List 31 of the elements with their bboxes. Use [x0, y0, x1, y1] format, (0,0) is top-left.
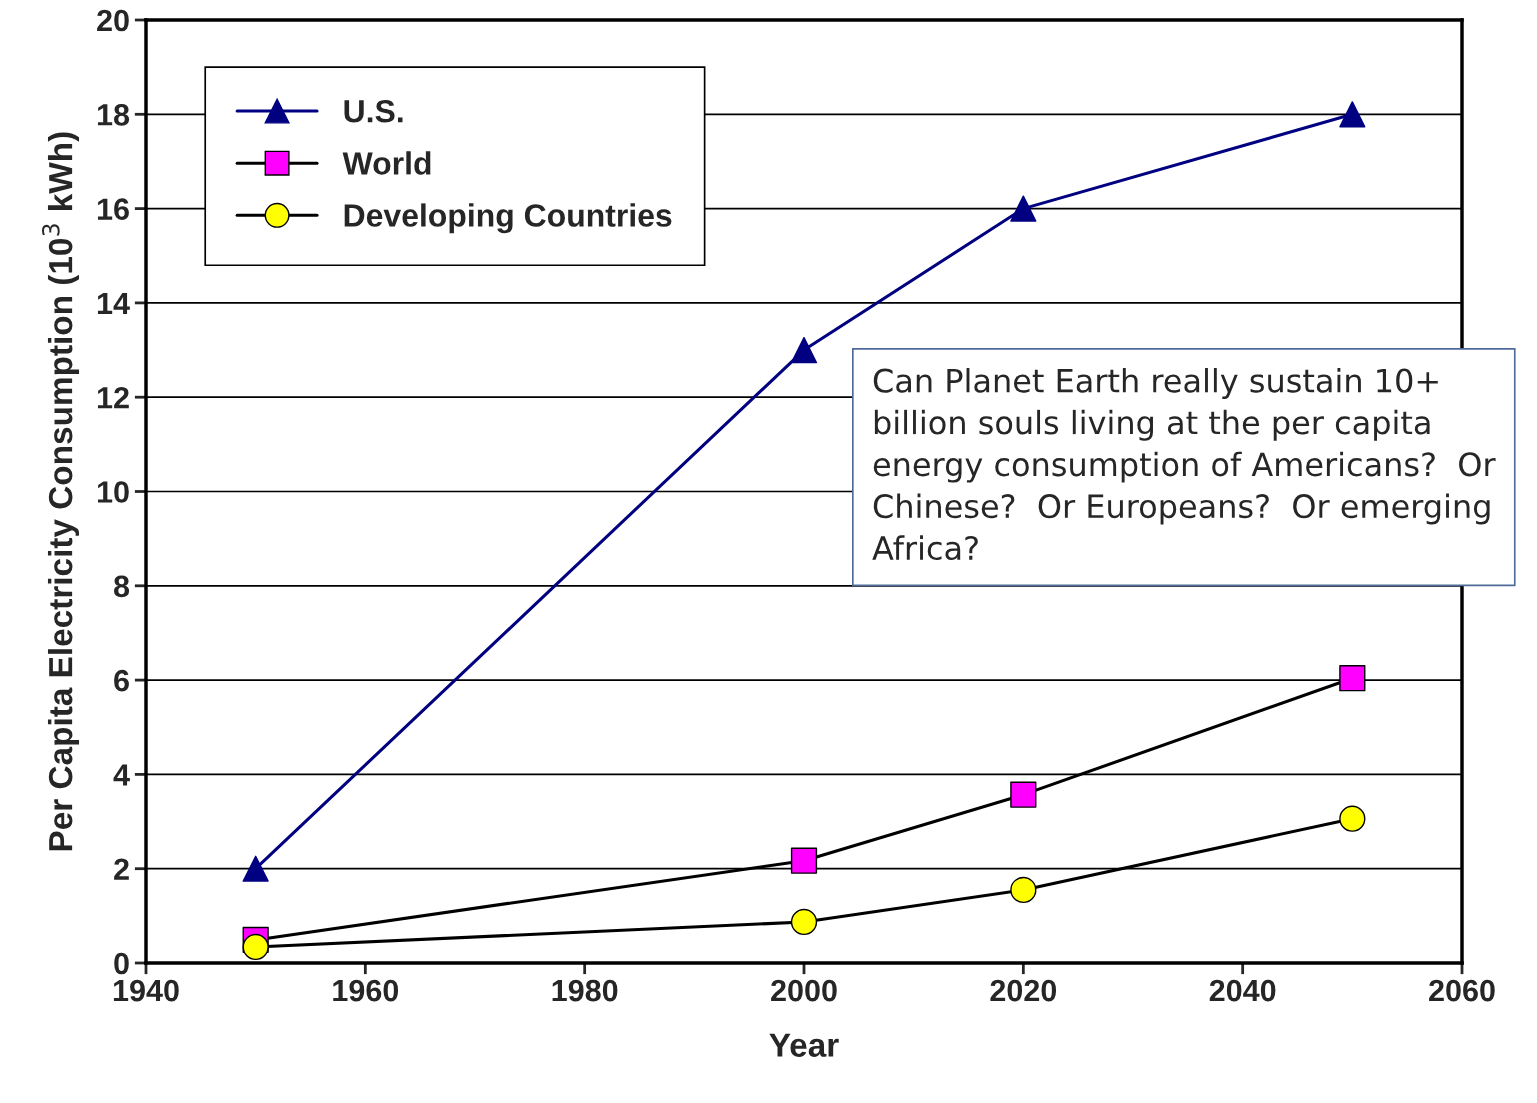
x-tick-label: 2060 [1429, 979, 1495, 1002]
y-tick-label: 16 [97, 198, 129, 220]
point [1010, 195, 1037, 222]
x-tick-label: 1940 [113, 979, 179, 1002]
y-tick-label: 18 [97, 104, 130, 126]
y-tick-label: 8 [114, 575, 130, 598]
y-tick-label: 10 [97, 481, 129, 503]
y-tick-label: 2 [114, 858, 129, 880]
point [790, 847, 818, 874]
x-tick-label: 2040 [1209, 979, 1276, 1002]
legend-label: Developing Countries [344, 203, 672, 234]
y-tick-label: 0 [114, 952, 129, 975]
y-tick-label: 12 [97, 386, 129, 409]
x-tick-label: 1980 [552, 979, 618, 1002]
x-tick-label: 1960 [333, 979, 399, 1002]
legend-label: U.S. [344, 99, 403, 123]
point [242, 855, 269, 882]
y-tick-label: 6 [114, 669, 129, 692]
point [1010, 781, 1037, 808]
x-tick-label: 2020 [990, 979, 1057, 1002]
point [790, 336, 818, 364]
legend-label: World [342, 151, 431, 175]
annotation: Can Planet Earth really sustain 10+ billion souls living at the per capita energy consumption of Americans? Or Chinese? Or Europeans? Or emerging Africa? [872, 368, 1496, 561]
x-axis-title: Year [769, 1033, 839, 1057]
x-tick-label: 2000 [771, 979, 837, 1002]
point [1339, 101, 1366, 128]
y-tick-label: 4 [113, 764, 130, 786]
y-axis-title: Per Capita Electricity Consumption (10$^{3}$ kWh) [42, 132, 80, 851]
y-tick-label: 14 [97, 292, 130, 314]
point [1339, 665, 1366, 692]
y-tick-label: 20 [97, 9, 129, 32]
